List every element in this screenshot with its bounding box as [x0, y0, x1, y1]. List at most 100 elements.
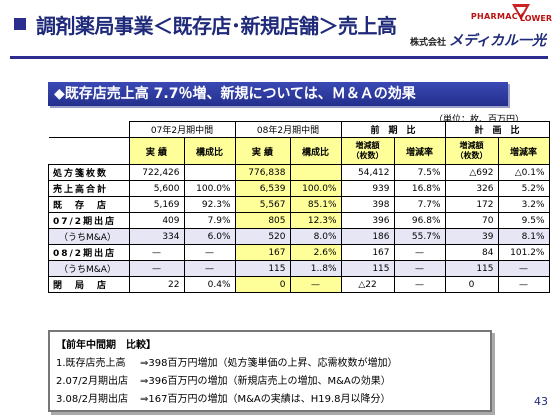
table-cell: △22: [340, 276, 395, 293]
col-group-plan: 計 画 比: [444, 121, 550, 138]
col-header: 増減額 （枚数）: [340, 137, 395, 165]
table-cell: 6.0%: [183, 228, 236, 245]
page-title: 調剤薬局事業＜既存店･新規店舗＞売上高: [36, 14, 397, 38]
col-header: 増減額 （枚数）: [444, 137, 499, 165]
table-cell: 54,412: [340, 164, 395, 181]
table-cell: 70: [444, 212, 499, 229]
table-group-header-row: 07年2月期中間 08年2月期中間 前 期 比 計 画 比: [48, 121, 550, 138]
table-cell: 398: [340, 196, 395, 213]
row-label: 07/2期出店: [48, 212, 130, 229]
table-cell: 520: [234, 228, 291, 245]
table-cell: 805: [234, 212, 291, 229]
row-label: 08/2期出店: [48, 244, 130, 261]
row-label: （うちM&A）: [48, 228, 130, 245]
summary-line: 2.07/2月期出店 ⇒396百万円の増加（新規店売上の増加、M&Aの効果）: [56, 376, 391, 387]
table-cell: 55.7%: [393, 228, 446, 245]
table-cell: 776,838: [234, 164, 291, 181]
header-rule: [10, 56, 548, 59]
table-cell: 0: [234, 276, 291, 293]
table-cell: —: [497, 276, 550, 293]
table-cell: 6,539: [234, 180, 291, 197]
headline-banner: ◆既存店売上高 7.7％増、新規については、Ｍ＆Ａの効果: [48, 82, 508, 106]
col-header: 実 績: [234, 137, 291, 165]
table-cell: 5,567: [234, 196, 291, 213]
summary-heading: 【前年中間期 比較】: [56, 340, 156, 351]
table-cell: 9.5%: [497, 212, 550, 229]
table-cell: 722,426: [128, 164, 185, 181]
table-cell: 0.4%: [183, 276, 236, 293]
table-sub-header-row: 実 績 構成比 実 績 構成比 増減額 （枚数） 増減率 増減額 （枚数） 増減…: [48, 137, 550, 165]
table-row: 07/2期出店 409 7.9% 805 12.3% 396 96.8% 70 …: [48, 212, 550, 229]
table-cell: 409: [128, 212, 185, 229]
table-cell: △0.1%: [497, 164, 550, 181]
table-cell: —: [289, 276, 342, 293]
row-label: （うちM&A）: [48, 260, 130, 277]
table-cell: 115: [444, 260, 499, 277]
table-cell: 396: [340, 212, 395, 229]
table-cell: —: [393, 276, 446, 293]
col-header: 実 績: [128, 137, 185, 165]
summary-box: 【前年中間期 比較】 1.既存店売上高 ⇒398百万円増加（処方箋単価の上昇、応需…: [48, 330, 492, 412]
table-cell: 92.3%: [183, 196, 236, 213]
table-cell: 39: [444, 228, 499, 245]
table-row: 売上高合計 5,600 100.0% 6,539 100.0% 939 16.8…: [48, 180, 550, 197]
title-bullet: [14, 18, 26, 30]
table-cell: —: [183, 244, 236, 261]
col-group-current: 08年2月期中間: [234, 121, 342, 138]
table-cell: 16.8%: [393, 180, 446, 197]
table-cell: 12.3%: [289, 212, 342, 229]
table-cell: 0: [444, 276, 499, 293]
table-cell: 939: [340, 180, 395, 197]
table-cell: 2.6%: [289, 244, 342, 261]
row-label: 売上高合計: [48, 180, 130, 197]
page-number: 43: [534, 395, 548, 408]
row-label: 処方箋枚数: [48, 164, 130, 181]
col-header: 構成比: [183, 137, 236, 165]
table-cell: 22: [128, 276, 185, 293]
table-row: 閉 局 店 22 0.4% 0 — △22 — 0 —: [48, 276, 550, 293]
table-cell: 100.0%: [289, 180, 342, 197]
col-group-yoy: 前 期 比: [340, 121, 446, 138]
table-cell: 8.0%: [289, 228, 342, 245]
table-row: 08/2期出店 — — 167 2.6% 167 — 84 101.2%: [48, 244, 550, 261]
table-cell: [289, 164, 342, 181]
table-cell: △692: [444, 164, 499, 181]
table-cell: —: [393, 244, 446, 261]
table-cell: —: [393, 260, 446, 277]
table-cell: 5.2%: [497, 180, 550, 197]
table-cell: 7.9%: [183, 212, 236, 229]
table-cell: 100.0%: [183, 180, 236, 197]
summary-line: 1.既存店売上高 ⇒398百万円増加（処方箋単価の上昇、応需枚数が増加）: [56, 358, 398, 369]
table-cell: 186: [340, 228, 395, 245]
table-cell: 326: [444, 180, 499, 197]
table-cell: —: [128, 260, 185, 277]
table-cell: 5,169: [128, 196, 185, 213]
logo-company-name: 株式会社 メディカル一光: [409, 33, 546, 49]
table-cell: 115: [234, 260, 291, 277]
table-cell: 5,600: [128, 180, 185, 197]
table-row: （うちM&A） — — 115 1..8% 115 — 115 —: [48, 260, 550, 277]
table-cell: 3.2%: [497, 196, 550, 213]
col-header: 増減率: [497, 137, 550, 165]
table-cell: 84: [444, 244, 499, 261]
table-cell: 1..8%: [289, 260, 342, 277]
table-row: 処方箋枚数 722,426 776,838 54,412 7.5% △692 △…: [48, 164, 550, 181]
table-cell: 167: [234, 244, 291, 261]
unit-note: （単位：枚、百万円）: [433, 115, 524, 125]
logo-pharmacy-text: PHARMACY: [470, 12, 524, 21]
col-group-prev: 07年2月期中間: [128, 121, 236, 138]
table-cell: —: [497, 260, 550, 277]
table-cell: 334: [128, 228, 185, 245]
table-cell: 7.7%: [393, 196, 446, 213]
table-row: （うちM&A） 334 6.0% 520 8.0% 186 55.7% 39 8…: [48, 228, 550, 245]
table-cell: 101.2%: [497, 244, 550, 261]
table-cell: 7.5%: [393, 164, 446, 181]
logo-flower-text: LOWER: [519, 14, 552, 23]
table-cell: —: [128, 244, 185, 261]
company-logo: PHARMACY LOWER 株式会社 メディカル一光: [402, 4, 552, 56]
table-cell: 115: [340, 260, 395, 277]
col-header: 増減率: [393, 137, 446, 165]
summary-line: 3.08/2月期出店 ⇒167百万円の増加（M&Aの実績は、H19.8月以降分）: [56, 394, 391, 405]
row-label: 閉 局 店: [48, 276, 130, 293]
table-cell: 8.1%: [497, 228, 550, 245]
